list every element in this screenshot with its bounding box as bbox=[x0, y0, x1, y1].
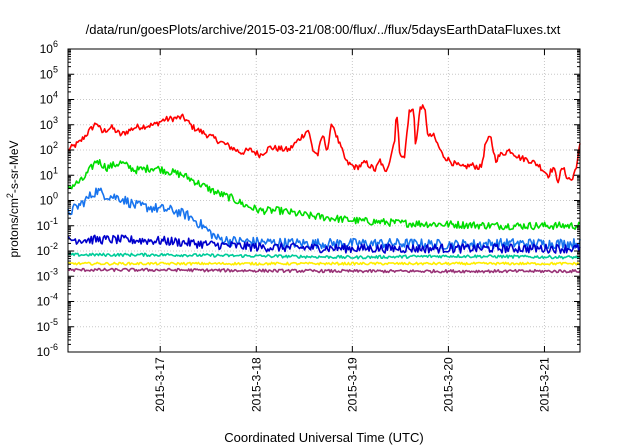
series-line bbox=[67, 261, 581, 266]
y-tick-label: 101 bbox=[40, 165, 58, 182]
x-tick-label: 2015-3-17 bbox=[153, 357, 167, 412]
grid bbox=[68, 49, 580, 352]
y-tick-label: 10-2 bbox=[37, 241, 58, 258]
x-tick-label: 2015-3-19 bbox=[345, 357, 359, 412]
x-axis: 2015-3-17 2015-3-18 2015-3-19 2015-3-20 2015… bbox=[153, 49, 551, 412]
y-tick-label: 104 bbox=[40, 90, 58, 107]
series-line bbox=[67, 267, 581, 274]
series-line bbox=[67, 159, 581, 231]
series-line bbox=[67, 234, 581, 254]
y-axis-label-base: protons/cm bbox=[7, 198, 21, 257]
series-line bbox=[67, 252, 581, 260]
y-tick-label: 100 bbox=[40, 191, 58, 208]
y-tick-label: 105 bbox=[40, 64, 58, 81]
y-tick-label: 10-5 bbox=[37, 317, 58, 334]
x-axis-label: Coordinated Universal Time (UTC) bbox=[224, 430, 423, 445]
y-axis-label: protons/cm2-s-sr-MeV bbox=[5, 140, 21, 257]
y-tick-label: 10-4 bbox=[37, 292, 58, 309]
x-tick-label: 2015-3-18 bbox=[249, 357, 263, 412]
y-tick-label: 106 bbox=[40, 39, 58, 56]
y-tick-label: 102 bbox=[40, 140, 58, 157]
x-tick-label: 2015-3-21 bbox=[537, 357, 551, 412]
y-tick-label: 10-1 bbox=[37, 216, 58, 233]
y-axis: 10-6 10-5 10-4 10-3 10-2 10-1 100 101 102 103 104 1… bbox=[37, 39, 580, 359]
y-tick-label: 103 bbox=[40, 115, 58, 132]
chart-title: /data/run/goesPlots/archive/2015-03-21/0… bbox=[86, 22, 561, 37]
series-line bbox=[67, 104, 581, 184]
series-layer bbox=[67, 104, 581, 274]
x-tick-label: 2015-3-20 bbox=[441, 357, 455, 412]
y-axis-label-sup: 2 bbox=[5, 193, 15, 198]
y-axis-label-rest: -s-sr-MeV bbox=[7, 140, 21, 193]
y-tick-label: 10-3 bbox=[37, 266, 58, 283]
y-tick-label: 10-6 bbox=[37, 342, 58, 359]
